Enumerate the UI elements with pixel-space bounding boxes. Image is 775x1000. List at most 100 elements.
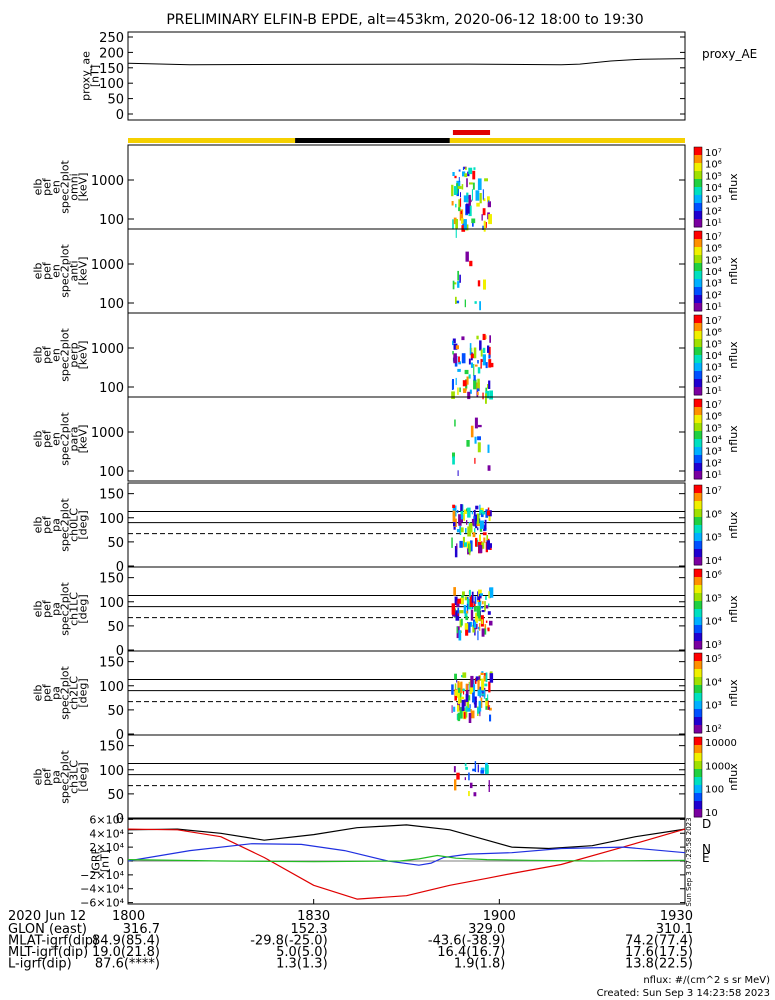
colorbar-frame — [693, 230, 703, 312]
panel-ch2LC-ylabel-line: ch2LC — [68, 676, 81, 710]
spectrogram-pixel — [469, 688, 473, 695]
panel-para-frame — [127, 396, 686, 482]
spectrogram-pixel — [489, 390, 493, 400]
spectrogram-pixel — [459, 696, 462, 703]
spectrogram-pixel — [471, 511, 473, 515]
spectrogram-pixel — [479, 593, 483, 596]
colorbar-tick-label: 10² — [705, 290, 722, 301]
colorbar-tick-label: 10⁷ — [705, 232, 722, 243]
colorbar-swatch — [694, 203, 702, 212]
panel-ytick-label: 0 — [116, 812, 124, 827]
spectrogram-pixel — [456, 543, 458, 550]
panel-ytick-label: 1000 — [91, 342, 124, 357]
spectrogram-pixel — [485, 222, 487, 228]
panel-ch2LC-frame — [127, 650, 686, 736]
spectrogram-pixel — [458, 169, 461, 172]
spectrogram-pixel — [473, 621, 477, 629]
spectrogram-pixel — [467, 507, 471, 518]
x-axis-tick-label: 1830 — [297, 909, 330, 924]
spectrogram-pixel — [464, 299, 466, 308]
spectrogram-pixel — [476, 202, 480, 207]
panel-ch3LC-colorbar: 10000 1000 100 10 nflux — [693, 736, 740, 819]
colorbar-swatch — [694, 693, 702, 702]
spectrogram-pixel — [452, 219, 454, 230]
spectrogram-pixel — [473, 347, 477, 359]
colorbar-tick-label: 10³ — [705, 363, 722, 374]
panel-ch1LC-ylabel-line: pa — [50, 602, 63, 616]
colorbar-tick-label: 10¹ — [705, 302, 722, 313]
colorbar-tick-label: 10⁶ — [705, 509, 722, 520]
colorbar-swatch — [694, 609, 702, 618]
colorbar-swatch — [694, 641, 702, 650]
panel-perp-ylabel-line: spec2plot — [59, 328, 72, 382]
spectrogram-pixel — [453, 217, 457, 225]
spectrogram-pixel — [468, 374, 471, 379]
proxy-ae-ytick-label: 100 — [99, 77, 124, 92]
panel-perp-ylabel-line: [keV] — [77, 341, 90, 370]
panel-ytick-label: 100 — [99, 465, 124, 480]
spectrogram-pixel — [457, 692, 460, 705]
ephem-cell: -43.6(-38.9) — [428, 934, 505, 949]
spectrogram-pixel — [472, 221, 474, 227]
spectrogram-pixel — [479, 504, 481, 515]
spectrogram-pixel — [468, 167, 473, 175]
spectrogram-pixel — [485, 620, 488, 623]
spectrogram-pixel — [464, 763, 467, 767]
colorbar-swatch — [694, 549, 702, 558]
spectrogram-pixel — [457, 705, 460, 712]
colorbar-label: nflux — [727, 763, 740, 791]
igrf-line-bz — [127, 854, 686, 863]
panel-ytick-label: 100 — [99, 680, 124, 695]
proxy-ae-ytick-label: 250 — [99, 31, 124, 46]
spectrogram-pixel — [481, 606, 484, 609]
colorbar-swatch — [694, 485, 702, 494]
ephem-cell: 329.0 — [468, 922, 505, 937]
spectrogram-pixel — [484, 624, 487, 629]
spectrogram-pixel — [463, 699, 466, 707]
colorbar-frame — [693, 652, 703, 734]
panel-ytick-label: 50 — [107, 536, 124, 551]
spectrogram-pixel — [485, 672, 488, 683]
igrf-ytick-label: −6×10⁴ — [80, 897, 124, 910]
colorbar-swatch — [694, 761, 702, 770]
spectrogram-pixel — [481, 511, 486, 515]
spectrogram-pixel — [463, 390, 467, 393]
colorbar-label: nflux — [727, 511, 740, 539]
panel-omni-ylabel-line: pef — [41, 177, 54, 196]
panel-ytick-label: 100 — [99, 512, 124, 527]
spectrogram-pixel — [474, 457, 476, 464]
spectrogram-pixel — [488, 354, 491, 359]
spectrogram-pixel — [469, 704, 471, 709]
panel-ch2LC-ylabel-line: pef — [41, 683, 54, 702]
spectrogram-pixel — [452, 172, 455, 176]
spectrogram-pixel — [452, 456, 455, 465]
spectrogram-pixel — [487, 627, 490, 630]
colorbar-swatch — [694, 387, 702, 396]
spectrogram-pixel — [454, 673, 457, 680]
colorbar-tick-label: 10⁶ — [705, 244, 722, 255]
spectrogram-pixel — [465, 528, 467, 533]
colorbar-label: nflux — [727, 257, 740, 285]
spectrogram-pixel — [455, 226, 457, 238]
colorbar-swatch — [694, 179, 702, 188]
spectrogram-pixel — [486, 540, 490, 550]
colorbar-tick-label: 10⁴ — [705, 267, 722, 278]
spectrogram-pixel — [468, 622, 471, 633]
spectrogram-pixel — [451, 684, 454, 695]
ephem-row-label: MLAT-igrf(dip) — [8, 934, 98, 949]
colorbar-swatch — [694, 303, 702, 312]
panel-ch0LC-ylabel-line: elb — [32, 517, 45, 534]
spectrogram-pixel — [454, 689, 458, 696]
spectrogram-pixel — [455, 345, 459, 350]
spectrogram-pixel — [479, 593, 482, 599]
spectrogram-pixel — [475, 676, 479, 682]
spectrogram-pixel — [466, 376, 469, 385]
spectrogram-pixel — [474, 417, 478, 429]
panel-ytick-label: 100 — [99, 596, 124, 611]
spectrogram-pixel — [474, 606, 477, 612]
spectrogram-pixel — [489, 362, 494, 368]
panel-omni-ylabel-line: omni — [68, 173, 81, 200]
